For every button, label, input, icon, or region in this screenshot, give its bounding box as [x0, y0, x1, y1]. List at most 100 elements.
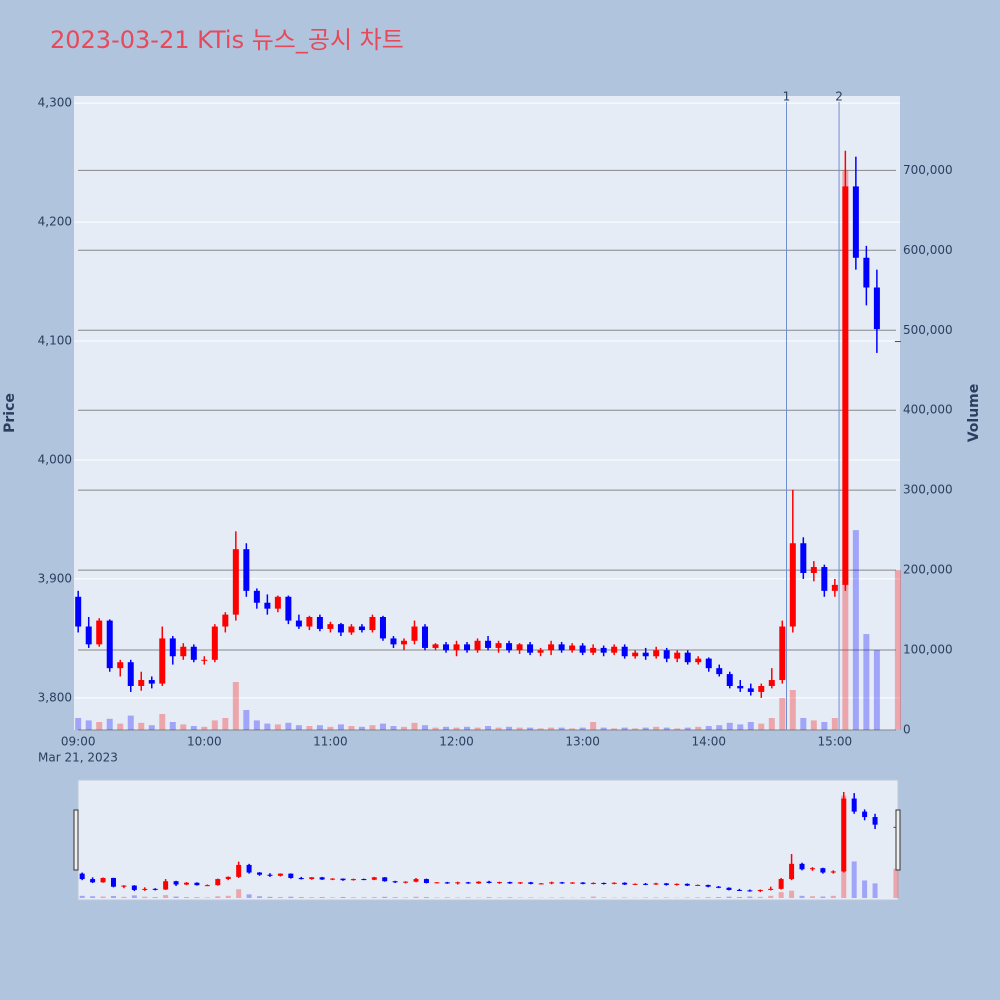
volume-bar	[558, 727, 565, 730]
y-tick-label: 3,900	[38, 571, 72, 585]
slider-handle[interactable]	[895, 809, 901, 871]
volume-bar	[390, 726, 397, 730]
slider-volume-bar	[350, 897, 356, 898]
slider-volume-bar	[142, 896, 148, 898]
annotation-label: 2	[835, 90, 843, 104]
candle-body	[726, 674, 733, 686]
candle-body	[274, 596, 281, 609]
candle-body	[85, 626, 92, 645]
volume-bar	[506, 726, 513, 730]
slider-volume-bar	[194, 897, 200, 898]
volume-bar	[180, 724, 187, 730]
volume-bar	[348, 726, 355, 730]
candle-body	[337, 624, 344, 633]
volume-bar	[411, 722, 418, 730]
slider-candle-body	[747, 890, 753, 892]
slider-candle-body	[705, 884, 711, 887]
candle-body	[117, 662, 124, 669]
candle-body	[106, 620, 113, 669]
candle-body	[369, 616, 376, 631]
slider-candle-body	[559, 882, 565, 884]
volume-bar	[337, 724, 344, 730]
slider-handle[interactable]	[73, 809, 79, 871]
slider-volume-bar	[590, 896, 596, 898]
y2-axis-title: Volume	[966, 384, 982, 443]
slider-candle-body	[423, 879, 429, 883]
candle-body	[789, 543, 796, 627]
slider-candle-body	[538, 883, 544, 885]
slider-candle-body	[601, 882, 607, 884]
candle-body	[894, 341, 901, 343]
slider-volume-bar	[747, 896, 753, 898]
slider-candle-body	[820, 868, 826, 873]
y-tick-label: 4,100	[38, 334, 72, 348]
volume-bar	[548, 727, 555, 730]
slider-candle-body	[330, 878, 336, 880]
volume-bar	[464, 726, 471, 730]
slider-volume-bar	[382, 896, 388, 898]
volume-bar	[117, 723, 124, 730]
slider-volume-bar	[257, 896, 263, 898]
y2-tick-label: 300,000	[903, 483, 953, 497]
slider-candle-body	[768, 888, 774, 890]
volume-bar	[863, 634, 870, 730]
volume-bar	[316, 725, 323, 730]
slider-volume-bar	[893, 868, 899, 898]
volume-bar	[527, 727, 534, 730]
slider-volume-bar	[799, 895, 805, 898]
slider-volume-bar	[121, 896, 127, 898]
candle-body	[579, 645, 586, 653]
slider-candle-body	[152, 888, 158, 890]
slider-volume-bar	[236, 889, 242, 898]
candle-body	[390, 638, 397, 645]
slider-candle-body	[851, 798, 857, 812]
slider-candle-body	[570, 882, 576, 884]
x-tick-label: 14:00	[691, 735, 726, 749]
candle-body	[190, 646, 197, 660]
candle-body	[527, 644, 534, 653]
slider-volume-bar	[705, 897, 711, 898]
candle-body	[506, 643, 513, 651]
slider-volume-bar	[736, 896, 742, 898]
volume-bar	[737, 724, 744, 730]
slider-candle-body	[194, 882, 200, 886]
candle-body	[232, 549, 239, 615]
slider-volume-bar	[851, 861, 857, 898]
candle-body	[264, 602, 271, 609]
volume-bar	[285, 722, 292, 730]
volume-bar	[421, 725, 428, 730]
slider-candle-body	[757, 889, 763, 892]
volume-bar	[211, 720, 218, 730]
slider-volume-bar	[862, 880, 868, 898]
candle-body	[464, 644, 471, 651]
volume-bar	[821, 722, 828, 730]
volume-bar	[127, 715, 134, 730]
slider-candle-body	[361, 879, 367, 881]
x-tick-label: 13:00	[565, 735, 600, 749]
candle-body	[705, 658, 712, 669]
range-slider[interactable]	[77, 779, 899, 901]
slider-candle-body	[267, 874, 273, 876]
volume-bar	[443, 726, 450, 730]
volume-bar	[201, 726, 208, 730]
chart-title: 2023-03-21 KTis 뉴스_공시 차트	[50, 26, 404, 54]
candle-body	[548, 644, 555, 651]
slider-candle-body	[455, 882, 461, 884]
candle-body	[295, 620, 302, 627]
volume-bar	[295, 725, 302, 730]
volume-bar	[611, 728, 618, 730]
y2-tick-label: 100,000	[903, 643, 953, 657]
candle-body	[243, 549, 250, 591]
volume-bar	[789, 690, 796, 730]
volume-bar	[190, 726, 197, 730]
volume-bar	[327, 726, 334, 730]
slider-candle-body	[340, 878, 346, 881]
slider-candle-body	[204, 885, 210, 887]
slider-volume-bar	[872, 883, 878, 898]
slider-candle-body	[695, 884, 701, 886]
volume-bar	[800, 718, 807, 730]
slider-volume-bar	[830, 895, 836, 898]
volume-bar	[485, 726, 492, 730]
slider-candle-body	[632, 883, 638, 885]
